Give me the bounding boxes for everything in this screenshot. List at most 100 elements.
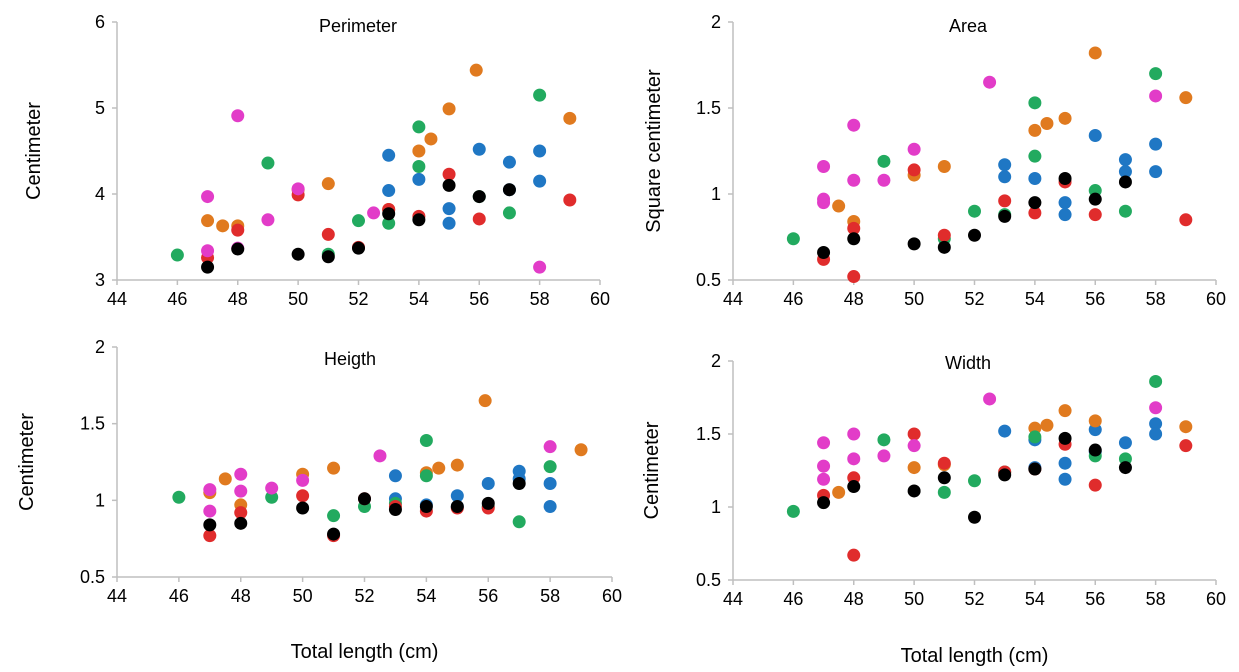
x-tick-label: 46 xyxy=(783,289,803,309)
data-point-blue xyxy=(1058,456,1072,470)
data-point-blue xyxy=(998,158,1012,172)
data-point-gray xyxy=(533,88,547,102)
data-point-black xyxy=(937,240,951,254)
data-point-magenta xyxy=(1149,401,1163,415)
x-tick-label: 54 xyxy=(1025,289,1045,309)
chart-width: 44 46 48 50 52 54 56 58 60 0.5 1 1.5 2 Width Centimete… xyxy=(641,351,1226,667)
data-point-blue xyxy=(1118,153,1132,167)
data-point-gray xyxy=(352,214,365,228)
data-point-gray xyxy=(968,204,981,218)
y-axis-label: Centimeter xyxy=(641,421,663,519)
x-tick-label: 52 xyxy=(964,289,984,309)
data-point-orange xyxy=(1058,111,1072,125)
x-tick-label: 60 xyxy=(590,289,610,309)
data-point-black xyxy=(1088,443,1102,457)
data-point-magenta xyxy=(533,260,547,274)
chart-title: Width xyxy=(945,353,991,373)
data-point-magenta xyxy=(203,483,217,497)
data-point-yellow xyxy=(907,427,921,441)
data-point-black xyxy=(1118,461,1132,475)
data-point-yellow xyxy=(1088,208,1102,222)
data-point-blue xyxy=(412,172,426,186)
data-point-blue xyxy=(1088,129,1102,143)
data-point-gray xyxy=(1028,96,1042,110)
data-point-black xyxy=(847,232,861,246)
data-point-magenta xyxy=(817,472,831,486)
data-point-gray xyxy=(419,469,433,483)
data-point-orange xyxy=(201,214,215,228)
data-point-blue xyxy=(533,144,547,158)
data-point-orange xyxy=(832,485,846,499)
x-tick-label: 54 xyxy=(409,289,429,309)
y-tick-label: 5 xyxy=(95,98,105,118)
data-point-gray xyxy=(1149,67,1163,81)
data-point-orange xyxy=(1040,116,1054,130)
data-point-orange xyxy=(442,102,456,116)
data-point-magenta xyxy=(877,449,891,463)
data-point-orange xyxy=(1028,123,1042,137)
x-tick-label: 46 xyxy=(169,586,189,606)
x-tick-label: 48 xyxy=(231,586,251,606)
data-point-orange xyxy=(1179,91,1193,105)
data-point-black xyxy=(419,499,433,513)
data-point-gray xyxy=(877,433,891,447)
x-tick-label: 60 xyxy=(1206,289,1226,309)
x-tick-label: 44 xyxy=(107,289,127,309)
data-point-blue xyxy=(543,499,557,513)
y-tick-label: 2 xyxy=(711,12,721,32)
data-point-orange xyxy=(574,443,588,457)
data-point-magenta xyxy=(367,206,381,220)
data-point-orange xyxy=(432,461,446,475)
data-point-orange xyxy=(218,472,232,486)
data-point-black xyxy=(358,492,371,506)
data-point-orange xyxy=(216,219,230,233)
data-point-yellow xyxy=(321,227,335,241)
data-point-orange xyxy=(1040,418,1054,432)
data-point-magenta xyxy=(203,504,217,518)
data-point-gray xyxy=(786,232,800,246)
data-point-black xyxy=(817,496,831,510)
y-tick-label: 1 xyxy=(711,184,721,204)
data-point-gray xyxy=(937,485,951,499)
data-point-gray xyxy=(1149,374,1163,388)
x-tick-label: 44 xyxy=(723,289,743,309)
x-tick-label: 60 xyxy=(1206,589,1226,609)
data-point-black xyxy=(291,247,305,261)
data-point-gray xyxy=(170,248,184,262)
x-tick-label: 50 xyxy=(293,586,313,606)
data-point-magenta xyxy=(543,440,557,454)
data-point-black xyxy=(327,527,341,541)
y-tick-label: 1.5 xyxy=(80,414,105,434)
x-tick-label: 50 xyxy=(288,289,308,309)
y-tick-label: 0.5 xyxy=(696,270,721,290)
data-point-blue xyxy=(1028,172,1042,186)
data-point-orange xyxy=(937,159,951,173)
data-point-yellow xyxy=(1179,439,1193,453)
data-point-orange xyxy=(450,458,464,472)
data-point-blue xyxy=(502,155,516,169)
data-point-black xyxy=(847,480,861,494)
x-tick-label: 54 xyxy=(1025,589,1045,609)
data-point-gray xyxy=(327,509,341,523)
x-tick-label: 50 xyxy=(904,289,924,309)
data-point-black xyxy=(442,178,456,192)
data-point-blue xyxy=(472,142,486,156)
data-point-magenta xyxy=(201,244,215,258)
data-point-magenta xyxy=(847,118,861,132)
data-point-blue xyxy=(1118,165,1132,179)
data-point-gray xyxy=(265,490,279,504)
data-point-black xyxy=(234,516,248,530)
data-point-magenta xyxy=(877,173,891,187)
data-point-magenta xyxy=(847,173,861,187)
data-point-yellow xyxy=(203,529,217,543)
data-point-gray xyxy=(261,156,275,170)
chart-title: Area xyxy=(949,16,988,36)
data-point-magenta xyxy=(291,182,305,196)
data-point-black xyxy=(1058,172,1072,186)
x-tick-label: 52 xyxy=(348,289,368,309)
data-point-orange xyxy=(412,144,426,158)
data-point-orange xyxy=(478,394,492,408)
data-point-black xyxy=(382,207,396,221)
x-tick-label: 58 xyxy=(1146,289,1166,309)
x-tick-label: 46 xyxy=(167,289,187,309)
